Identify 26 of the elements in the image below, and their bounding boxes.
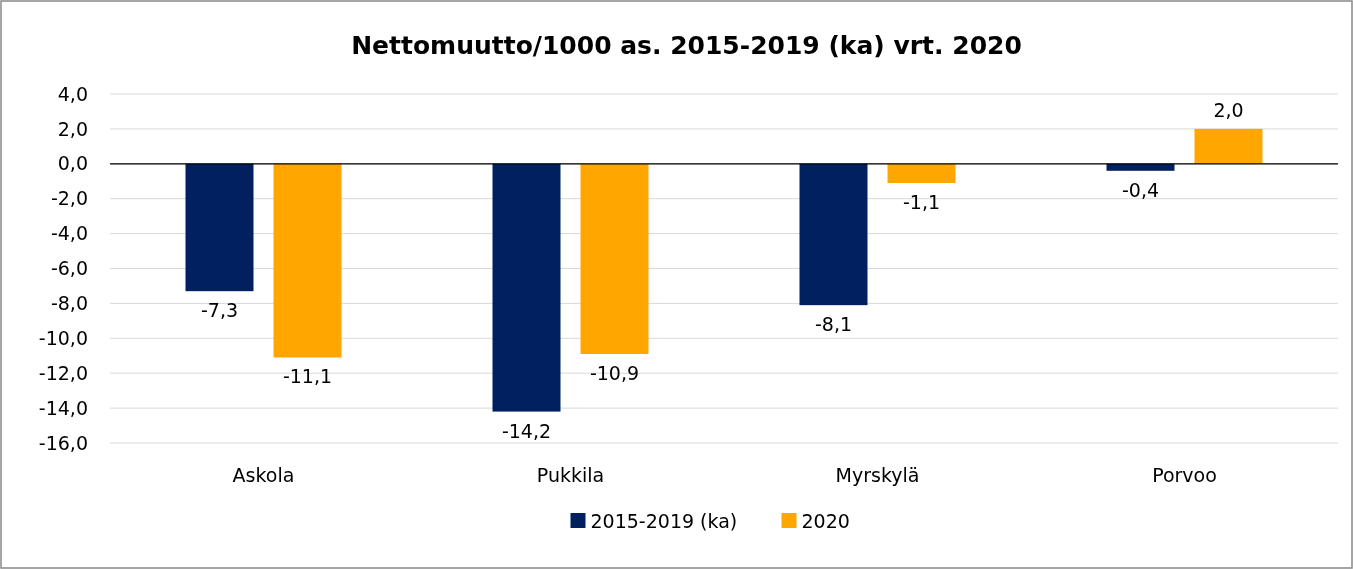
x-tick-label: Pukkila <box>536 464 605 486</box>
chart-title: Nettomuutto/1000 as. 2015-2019 (ka) vrt. 2020 <box>351 31 1022 60</box>
y-tick-label: -14,0 <box>38 396 88 419</box>
data-label: -11,1 <box>282 365 333 388</box>
y-tick-label: -12,0 <box>38 361 88 384</box>
y-tick-label: 4,0 <box>57 82 88 105</box>
x-tick-label: Askola <box>232 464 295 486</box>
data-label: -14,2 <box>501 419 552 442</box>
y-tick-label: 2,0 <box>57 117 88 140</box>
x-tick-label: Porvoo <box>1152 464 1217 486</box>
data-label: -10,9 <box>589 362 640 385</box>
data-label: 2,0 <box>1213 98 1244 121</box>
y-tick-label: -10,0 <box>38 326 88 349</box>
legend-label: 2015-2019 (ka) <box>590 510 738 532</box>
data-label: -0,4 <box>1121 178 1160 201</box>
y-tick-label: -6,0 <box>50 257 88 280</box>
data-label: -1,1 <box>902 190 941 213</box>
data-label: -8,1 <box>814 313 853 336</box>
y-tick-label: -4,0 <box>50 222 88 245</box>
y-tick-label: -16,0 <box>38 431 88 454</box>
data-label: -7,3 <box>200 299 239 322</box>
y-tick-label: 0,0 <box>57 152 88 175</box>
y-tick-label: -2,0 <box>50 187 88 210</box>
y-tick-label: -8,0 <box>50 292 88 315</box>
x-tick-label: Myrskylä <box>835 464 920 486</box>
legend-label: 2020 <box>801 510 850 532</box>
